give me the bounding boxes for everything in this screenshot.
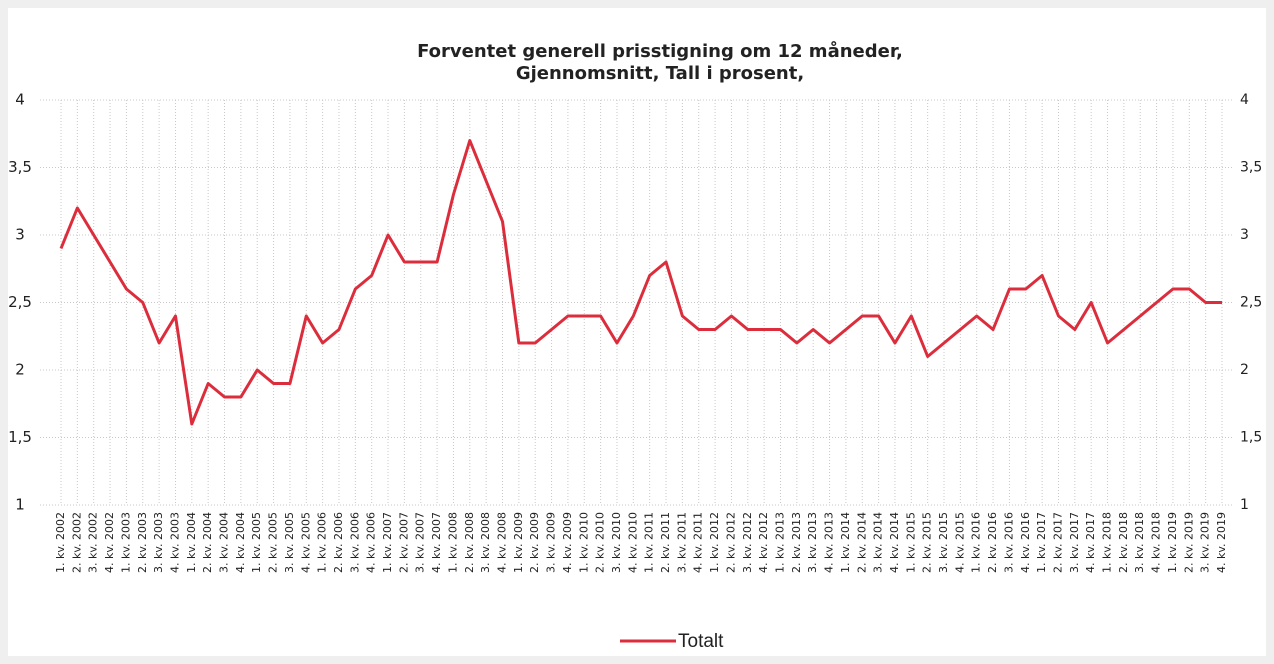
x-tick-label: 4. kv. 2017	[1084, 512, 1097, 573]
x-tick-label: 1. kv. 2008	[446, 512, 459, 573]
x-tick-label: 3. kv. 2006	[348, 512, 361, 573]
x-tick-label: 4. kv. 2005	[299, 512, 312, 573]
x-tick-label: 2. kv. 2014	[855, 512, 868, 573]
x-tick-label: 2. kv. 2011	[659, 512, 672, 573]
y-tick-label: 3,5	[8, 158, 32, 176]
x-tick-label: 3. kv. 2018	[1133, 512, 1146, 573]
x-tick-label: 2. kv. 2019	[1182, 512, 1195, 573]
x-tick-label: 2. kv. 2008	[463, 512, 476, 573]
y-tick-label: 4	[15, 91, 25, 109]
x-tick-label: 1. kv. 2011	[643, 512, 656, 573]
x-tick-label: 4. kv. 2016	[1019, 512, 1032, 573]
x-tick-label: 3. kv. 2014	[872, 512, 885, 573]
x-tick-label: 4. kv. 2008	[496, 512, 509, 573]
legend-label: Totalt	[678, 631, 724, 652]
y-tick-label: 2,5	[8, 293, 32, 311]
x-tick-label: 1. kv. 2007	[381, 512, 394, 573]
x-tick-label: 1. kv. 2019	[1166, 512, 1179, 573]
y-tick-label: 2	[15, 361, 25, 379]
x-tick-label: 2. kv. 2015	[921, 512, 934, 573]
chart-title: Gjennomsnitt, Tall i prosent,	[516, 63, 804, 84]
x-tick-label: 3. kv. 2011	[675, 512, 688, 573]
x-tick-label: 3. kv. 2019	[1199, 512, 1212, 573]
x-tick-label: 3. kv. 2005	[283, 512, 296, 573]
x-tick-label: 1. kv. 2004	[185, 512, 198, 573]
x-tick-label: 3. kv. 2013	[806, 512, 819, 573]
x-tick-label: 2. kv. 2016	[986, 512, 999, 573]
x-tick-label: 1. kv. 2016	[970, 512, 983, 573]
x-tick-label: 4. kv. 2018	[1150, 512, 1163, 573]
x-tick-label: 2. kv. 2013	[790, 512, 803, 573]
x-tick-label: 4. kv. 2019	[1215, 512, 1228, 573]
x-tick-label: 3. kv. 2004	[218, 512, 231, 573]
panel	[8, 8, 1266, 656]
x-tick-label: 4. kv. 2004	[234, 512, 247, 573]
x-tick-label: 1. kv. 2017	[1035, 512, 1048, 573]
y2-tick-label: 2,5	[1240, 295, 1262, 311]
x-tick-label: 1. kv. 2013	[773, 512, 786, 573]
x-tick-label: 4. kv. 2002	[103, 512, 116, 573]
x-tick-label: 3. kv. 2008	[479, 512, 492, 573]
y2-tick-label: 1	[1240, 497, 1249, 513]
x-tick-label: 3. kv. 2010	[610, 512, 623, 573]
x-tick-label: 2. kv. 2010	[594, 512, 607, 573]
y2-tick-label: 2	[1240, 362, 1249, 378]
x-tick-label: 3. kv. 2017	[1068, 512, 1081, 573]
x-tick-label: 3. kv. 2003	[152, 512, 165, 573]
x-tick-label: 2. kv. 2012	[724, 512, 737, 573]
x-tick-label: 1. kv. 2006	[316, 512, 329, 573]
x-tick-label: 4. kv. 2011	[692, 512, 705, 573]
x-tick-label: 4. kv. 2013	[823, 512, 836, 573]
x-tick-label: 2. kv. 2017	[1051, 512, 1064, 573]
x-tick-label: 1. kv. 2009	[512, 512, 525, 573]
x-tick-label: 4. kv. 2006	[365, 512, 378, 573]
x-tick-label: 4. kv. 2015	[953, 512, 966, 573]
y2-tick-label: 3	[1240, 227, 1249, 243]
x-tick-label: 4. kv. 2003	[168, 512, 181, 573]
x-tick-label: 1. kv. 2010	[577, 512, 590, 573]
x-tick-label: 4. kv. 2009	[561, 512, 574, 573]
x-tick-label: 3. kv. 2002	[87, 512, 100, 573]
x-tick-label: 4. kv. 2007	[430, 512, 443, 573]
y-tick-label: 1,5	[8, 428, 32, 446]
x-tick-label: 1. kv. 2014	[839, 512, 852, 573]
x-tick-label: 4. kv. 2014	[888, 512, 901, 573]
x-tick-label: 1. kv. 2005	[250, 512, 263, 573]
x-tick-label: 3. kv. 2009	[545, 512, 558, 573]
chart-title: Forventet generell prisstigning om 12 må…	[417, 40, 903, 62]
x-tick-label: 2. kv. 2009	[528, 512, 541, 573]
y2-tick-label: 3,5	[1240, 160, 1262, 176]
y-tick-label: 3	[15, 226, 25, 244]
x-tick-label: 3. kv. 2012	[741, 512, 754, 573]
y2-tick-label: 1,5	[1240, 430, 1262, 446]
x-tick-label: 1. kv. 2015	[904, 512, 917, 573]
x-tick-label: 3. kv. 2007	[414, 512, 427, 573]
x-tick-label: 2. kv. 2002	[70, 512, 83, 573]
x-tick-label: 3. kv. 2015	[937, 512, 950, 573]
x-tick-label: 2. kv. 2018	[1117, 512, 1130, 573]
x-tick-label: 2. kv. 2005	[267, 512, 280, 573]
x-tick-label: 1. kv. 2018	[1101, 512, 1114, 573]
x-tick-label: 1. kv. 2003	[119, 512, 132, 573]
y-tick-label: 1	[15, 496, 25, 514]
x-tick-label: 1. kv. 2002	[54, 512, 67, 573]
x-tick-label: 2. kv. 2004	[201, 512, 214, 573]
x-tick-label: 4. kv. 2010	[626, 512, 639, 573]
x-tick-label: 3. kv. 2016	[1002, 512, 1015, 573]
x-tick-label: 1. kv. 2012	[708, 512, 721, 573]
x-tick-label: 4. kv. 2012	[757, 512, 770, 573]
x-tick-label: 2. kv. 2003	[136, 512, 149, 573]
y2-tick-label: 4	[1240, 92, 1249, 108]
x-tick-label: 2. kv. 2006	[332, 512, 345, 573]
x-tick-label: 2. kv. 2007	[397, 512, 410, 573]
line	[59, 139, 1222, 426]
